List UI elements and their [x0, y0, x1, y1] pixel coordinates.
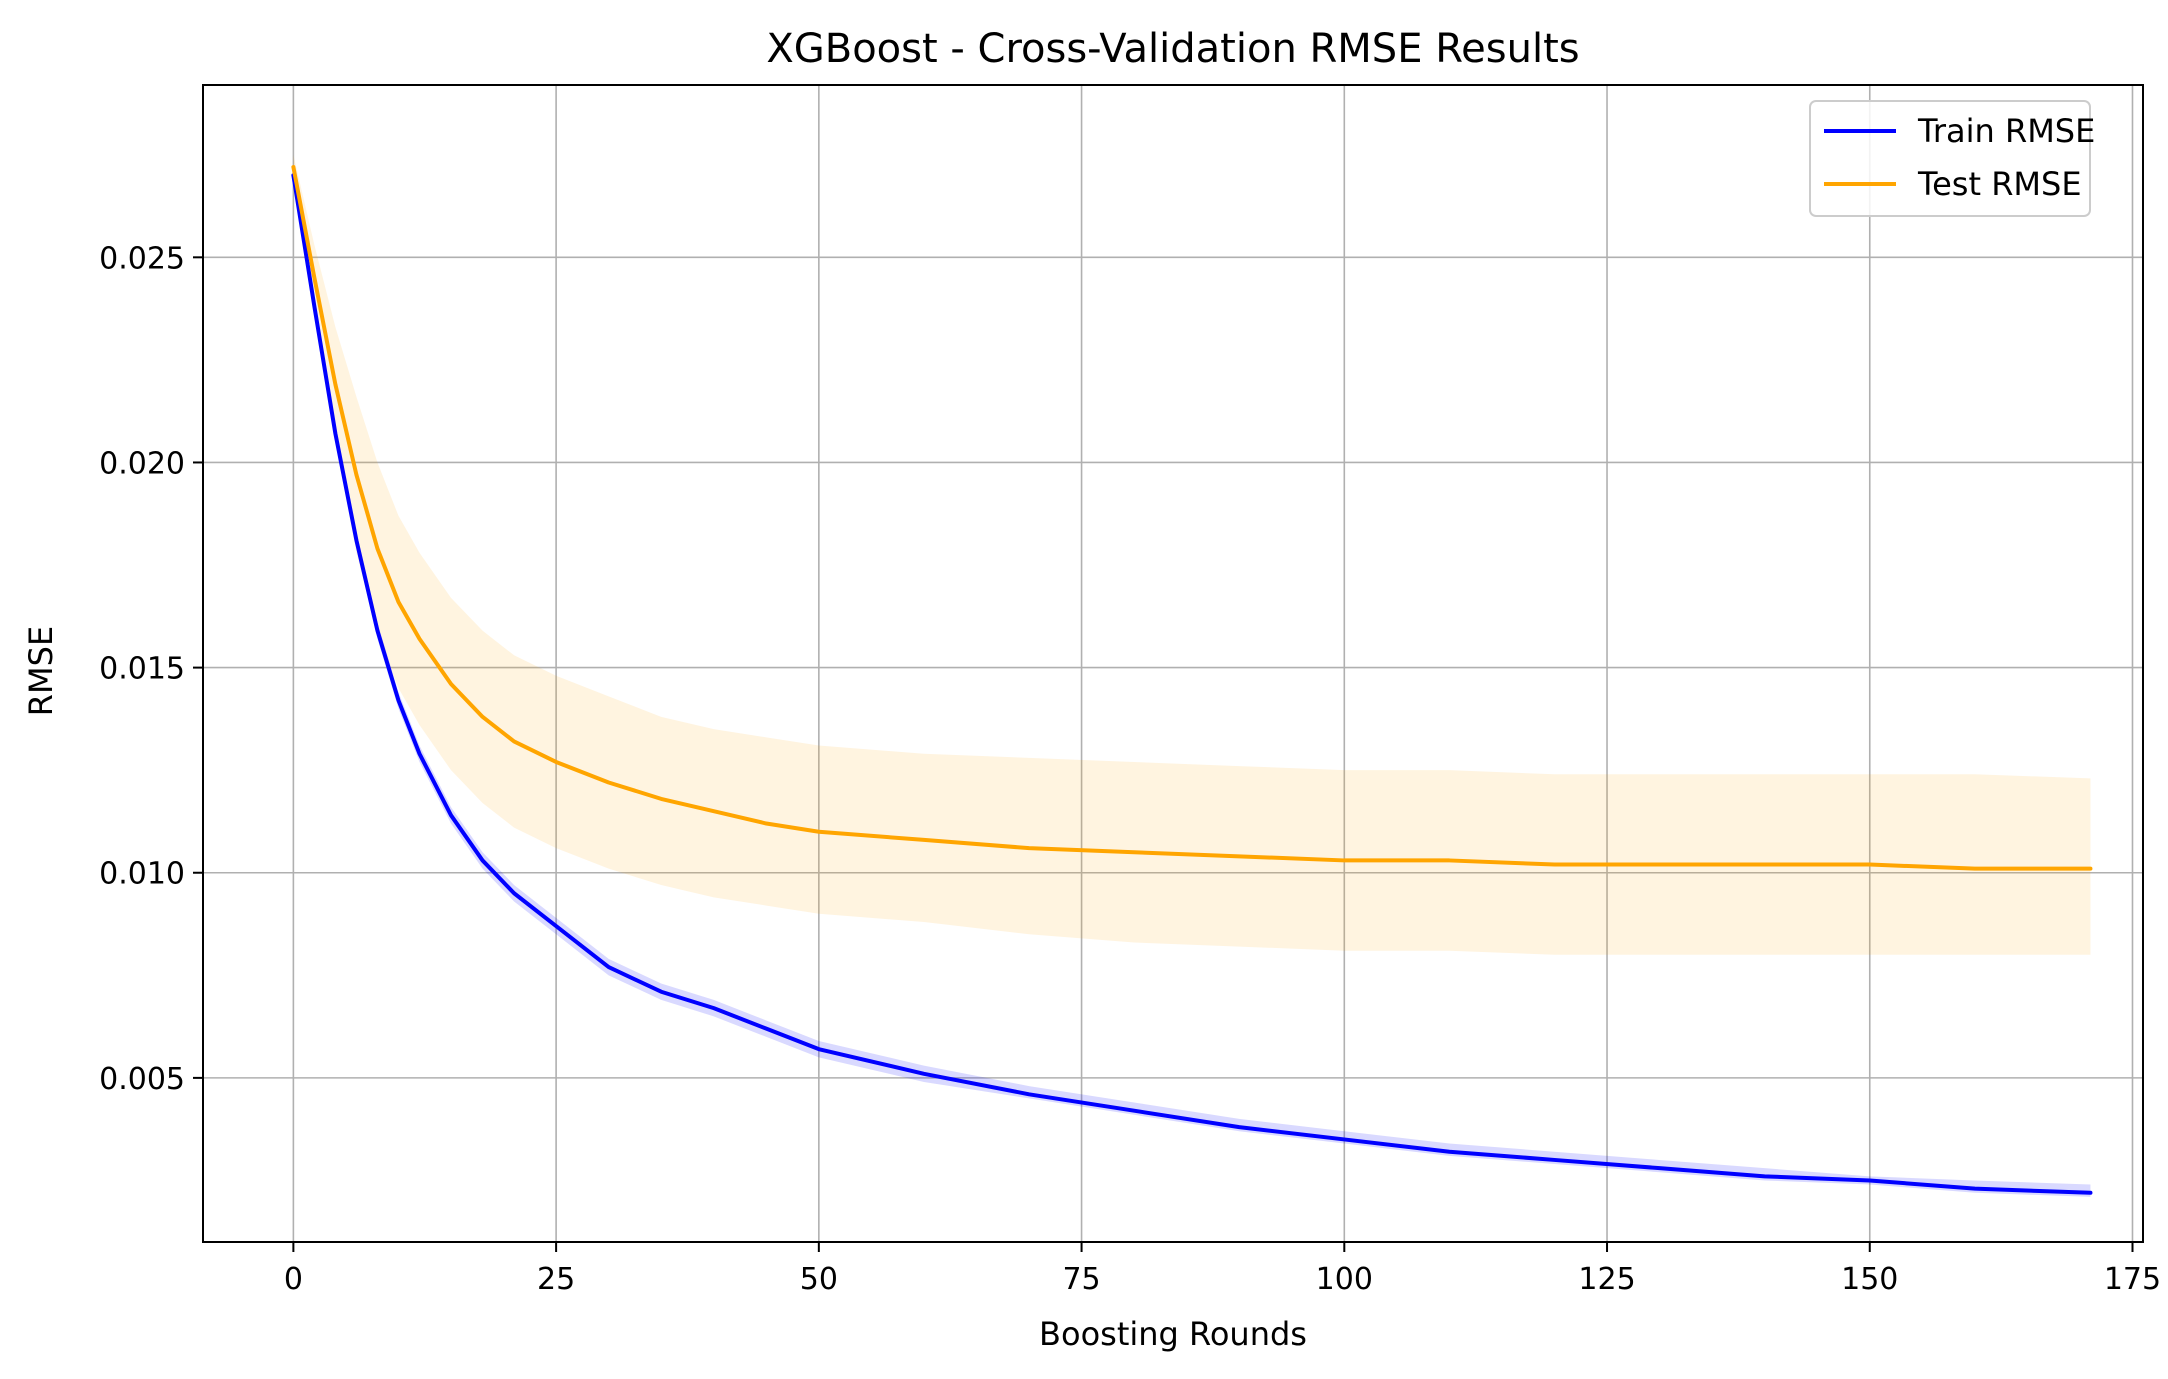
y-tick-label-2: 0.015	[99, 652, 185, 687]
x-axis-title: Boosting Rounds	[1039, 1315, 1307, 1353]
band-layer	[293, 154, 2091, 1197]
plot-frame	[202, 84, 2144, 1243]
band-test-rmse	[293, 154, 2091, 955]
x-tick-label-0: 0	[284, 1262, 303, 1297]
line-layer	[291, 165, 2093, 1195]
y-tick-label-4: 0.025	[99, 241, 185, 276]
x-tick-label-6: 150	[1841, 1262, 1898, 1297]
legend: Train RMSE Test RMSE	[1809, 100, 2095, 217]
legend-label-test-rmse: Test RMSE	[1917, 165, 2082, 203]
line-test-rmse	[291, 165, 2093, 871]
chart-title: XGBoost - Cross-Validation RMSE Results	[766, 26, 1579, 72]
x-tick-label-5: 125	[1578, 1262, 1635, 1297]
legend-label-train-rmse: Train RMSE	[1917, 112, 2095, 150]
x-tick-label-1: 25	[537, 1262, 575, 1297]
x-tick-label-3: 75	[1062, 1262, 1100, 1297]
x-tick-label-4: 100	[1316, 1262, 1373, 1297]
y-tick-label-1: 0.010	[99, 857, 185, 892]
x-tick-label-7: 175	[2104, 1262, 2161, 1297]
y-tick-label-0: 0.005	[99, 1062, 185, 1097]
line-train-rmse	[291, 173, 2093, 1195]
y-axis-title: RMSE	[22, 626, 60, 716]
ticks-layer: 0 25 50 75 100 125 150 175 0.005 0.010 0.015 0.020 0…	[99, 241, 2161, 1297]
x-tick-label-2: 50	[800, 1262, 838, 1297]
y-tick-label-3: 0.020	[99, 446, 185, 481]
axes-layer	[202, 84, 2144, 1243]
grid-layer	[203, 85, 2143, 1242]
